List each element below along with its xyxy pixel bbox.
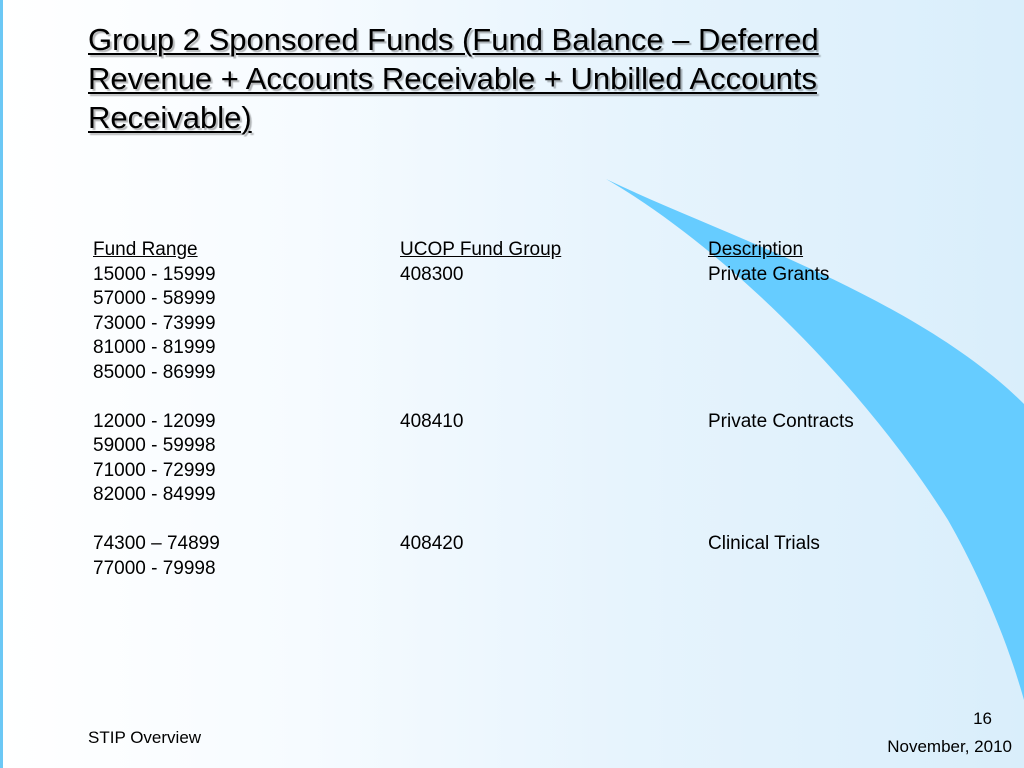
fund-range: 77000 - 79998 — [93, 557, 216, 579]
fund-range: 73000 - 73999 — [93, 312, 216, 334]
description-cell: Private Grants — [708, 263, 830, 285]
header-description: Description — [708, 239, 804, 260]
footer-presentation-name: STIP Overview — [88, 728, 202, 747]
table-header-row: Fund Range UCOP Fund Group Description — [93, 238, 933, 263]
table-row: 74300 – 74899 77000 - 79998 408420 Clini… — [93, 532, 933, 581]
fund-range: 57000 - 58999 — [93, 288, 216, 309]
left-accent-rule — [0, 0, 3, 768]
fund-range: 74300 – 74899 — [93, 533, 220, 554]
fund-range-cell: 12000 - 12099 59000 - 59998 71000 - 7299… — [93, 410, 400, 508]
slide-number: 16 — [973, 709, 992, 728]
fund-range: 71000 - 72999 — [93, 459, 216, 481]
fund-range: 81000 - 81999 — [93, 337, 216, 358]
fund-range: 15000 - 15999 — [93, 263, 216, 285]
fund-range-cell: 74300 – 74899 77000 - 79998 — [93, 532, 400, 581]
fund-range: 12000 - 12099 — [93, 410, 216, 432]
fund-range-cell: 15000 - 15999 57000 - 58999 73000 - 7399… — [93, 263, 400, 386]
fund-table: Fund Range UCOP Fund Group Description 1… — [93, 238, 933, 606]
header-ucop-fund-group: UCOP Fund Group — [400, 239, 562, 260]
description-cell: Private Contracts — [708, 410, 854, 432]
slide-title: Group 2 Sponsored Funds (Fund Balance – … — [88, 22, 819, 135]
fund-range: 59000 - 59998 — [93, 435, 216, 456]
fund-range: 82000 - 84999 — [93, 484, 216, 505]
description-cell: Clinical Trials — [708, 533, 820, 554]
table-row: 15000 - 15999 57000 - 58999 73000 - 7399… — [93, 263, 933, 386]
ucop-fund-group-cell: 408410 — [400, 410, 464, 432]
fund-range: 85000 - 86999 — [93, 361, 216, 383]
ucop-fund-group-cell: 408300 — [400, 263, 464, 285]
swoosh-shape — [606, 179, 1024, 700]
ucop-fund-group-cell: 408420 — [400, 533, 464, 554]
footer-date: November, 2010 — [887, 737, 1012, 756]
table-row: 12000 - 12099 59000 - 59998 71000 - 7299… — [93, 410, 933, 508]
header-fund-range: Fund Range — [93, 239, 198, 260]
